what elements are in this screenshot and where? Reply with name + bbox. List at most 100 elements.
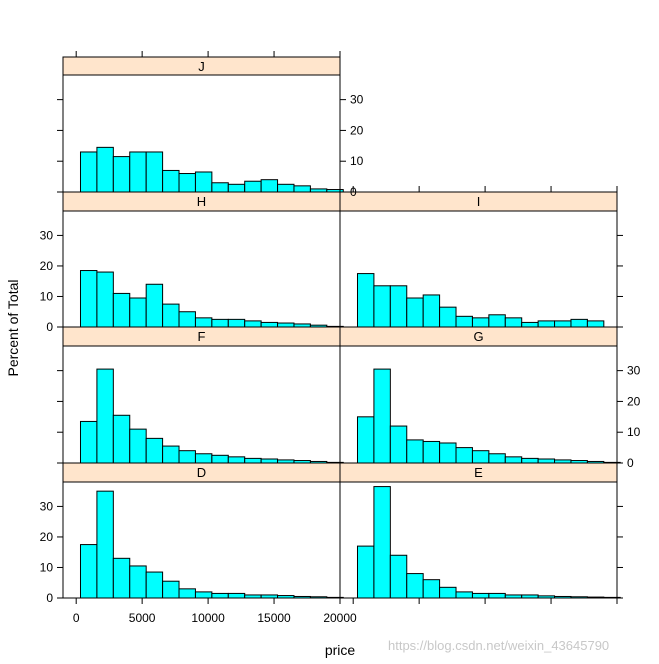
histogram-bar bbox=[227, 183, 246, 193]
histogram-bar bbox=[356, 416, 375, 464]
y-tick-label: 20 bbox=[627, 394, 641, 408]
panel-strip-label: E bbox=[474, 465, 483, 480]
x-axis-title: price bbox=[325, 642, 356, 658]
y-tick-label: 30 bbox=[350, 93, 364, 107]
histogram-bar bbox=[504, 317, 523, 328]
histogram-bar bbox=[471, 450, 490, 464]
histogram-bar bbox=[145, 151, 164, 193]
watermark-text: https://blog.csdn.net/weixin_43645790 bbox=[388, 638, 610, 653]
histogram-bar bbox=[455, 447, 473, 464]
histogram-bar bbox=[211, 592, 229, 599]
histogram-bar bbox=[389, 425, 408, 464]
histogram-bar bbox=[178, 450, 196, 464]
histogram-bar bbox=[488, 453, 506, 464]
histogram-bar bbox=[471, 317, 490, 328]
histogram-bar bbox=[422, 579, 441, 599]
histogram-bar bbox=[422, 294, 441, 328]
panel-strip-label: D bbox=[197, 465, 206, 480]
histogram-bar bbox=[96, 146, 114, 193]
panel-border bbox=[339, 481, 618, 599]
histogram-bar bbox=[227, 592, 246, 599]
histogram-bar bbox=[488, 592, 506, 599]
histogram-bar bbox=[356, 273, 375, 328]
panel-strip-label: G bbox=[473, 329, 483, 344]
x-tick-label: 15000 bbox=[257, 611, 291, 625]
histogram-bar bbox=[554, 320, 572, 328]
histogram-bar bbox=[96, 368, 114, 464]
panel-strip-label: F bbox=[198, 329, 206, 344]
x-tick-label: 20000 bbox=[323, 611, 357, 625]
histogram-bar bbox=[244, 180, 262, 193]
histogram-bar bbox=[260, 458, 279, 464]
histogram-bar bbox=[145, 571, 164, 599]
y-tick-label: 10 bbox=[627, 425, 641, 439]
y-tick-label: 10 bbox=[40, 560, 54, 574]
histogram-bar bbox=[389, 554, 408, 599]
histogram-bar bbox=[178, 588, 196, 599]
histogram-bar bbox=[373, 486, 391, 599]
histogram-bar bbox=[211, 182, 229, 193]
histogram-bar bbox=[112, 292, 131, 328]
histogram-bar bbox=[260, 321, 279, 328]
histogram-bar bbox=[211, 318, 229, 328]
y-tick-label: 0 bbox=[46, 591, 53, 605]
y-tick-label: 20 bbox=[40, 530, 54, 544]
histogram-bar bbox=[293, 185, 311, 193]
histogram-bar bbox=[422, 440, 441, 464]
histogram-bar bbox=[455, 315, 473, 328]
histogram-bar bbox=[455, 591, 473, 599]
histogram-bar bbox=[79, 151, 98, 193]
histogram-bar bbox=[145, 437, 164, 464]
histogram-bar bbox=[439, 306, 457, 328]
histogram-bar bbox=[112, 414, 131, 464]
histogram-bar bbox=[211, 454, 229, 464]
histogram-bar bbox=[471, 592, 490, 599]
histogram-bar bbox=[406, 439, 424, 464]
histogram-bar bbox=[521, 457, 539, 464]
y-axis-title: Percent of Total bbox=[5, 279, 21, 376]
histogram-bar bbox=[129, 297, 147, 328]
histogram-bar bbox=[162, 445, 180, 464]
histogram-bar bbox=[537, 458, 556, 464]
histogram-bar bbox=[439, 442, 457, 464]
y-tick-label: 0 bbox=[46, 320, 53, 334]
histogram-bar bbox=[194, 453, 213, 464]
histogram-bar bbox=[162, 169, 180, 193]
histogram-bar bbox=[521, 321, 539, 328]
histogram-bar bbox=[586, 320, 605, 328]
y-tick-label: 30 bbox=[40, 499, 54, 513]
histogram-bar bbox=[178, 311, 196, 328]
y-tick-label: 10 bbox=[40, 289, 54, 303]
histogram-bar bbox=[79, 270, 98, 328]
y-tick-label: 30 bbox=[40, 228, 54, 242]
histogram-bar bbox=[112, 156, 131, 193]
histogram-bar bbox=[129, 565, 147, 599]
x-tick-label: 10000 bbox=[191, 611, 225, 625]
histogram-bar bbox=[129, 428, 147, 464]
histogram-bar bbox=[488, 314, 506, 328]
histogram-bar bbox=[439, 586, 457, 599]
histogram-bar bbox=[227, 318, 246, 328]
x-tick-label: 0 bbox=[73, 611, 80, 625]
histogram-bar bbox=[129, 151, 147, 193]
histogram-bar bbox=[373, 285, 391, 328]
y-tick-label: 30 bbox=[627, 364, 641, 378]
histogram-bar bbox=[244, 457, 262, 464]
histogram-bar bbox=[227, 456, 246, 464]
histogram-bar bbox=[194, 591, 213, 599]
y-tick-label: 10 bbox=[350, 154, 364, 168]
histogram-bar bbox=[277, 322, 295, 328]
histogram-bar bbox=[406, 297, 424, 328]
histogram-bar bbox=[537, 320, 556, 328]
histogram-bar bbox=[244, 320, 262, 328]
histogram-bar bbox=[277, 183, 295, 193]
histogram-bar bbox=[194, 171, 213, 193]
x-tick-label: 5000 bbox=[129, 611, 156, 625]
histogram-bar bbox=[194, 317, 213, 328]
histogram-bar bbox=[373, 368, 391, 464]
histogram-bar bbox=[145, 283, 164, 328]
histogram-bar bbox=[162, 580, 180, 599]
histogram-bar bbox=[112, 557, 131, 599]
histogram-bar bbox=[96, 490, 114, 599]
